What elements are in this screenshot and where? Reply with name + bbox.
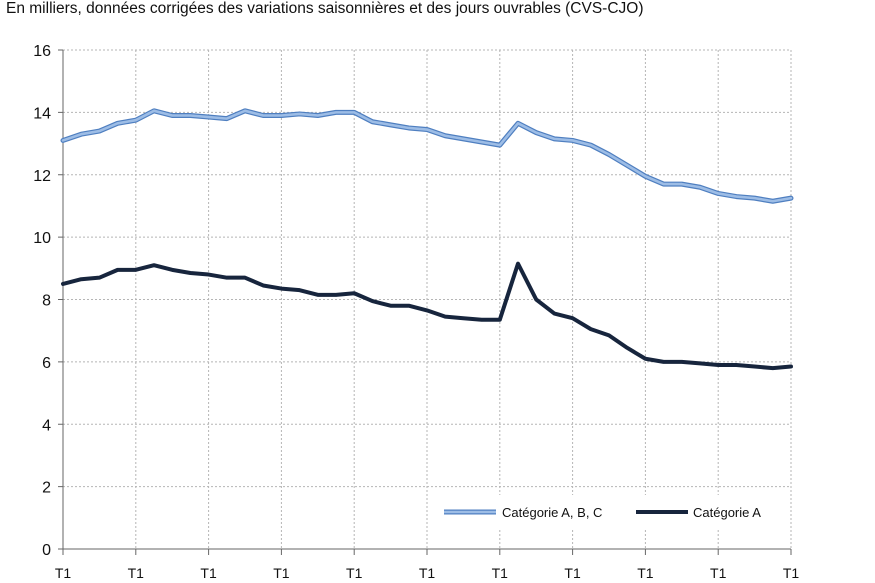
y-tick-label: 12 [33,168,51,185]
series-lines [60,108,794,371]
x-tick-label: T1 [55,565,72,581]
y-tick-label: 2 [42,480,51,497]
grid-lines [63,49,792,549]
x-tick-label: T1 [346,565,363,581]
chart-subtitle: En milliers, données corrigées des varia… [6,0,644,17]
x-axis-ticks: T1 T1 T1 T1 T1 T1 T1 T1 T1 T1 T1 [55,549,800,581]
y-tick-label: 10 [33,230,51,247]
y-tick-label: 16 [33,43,51,60]
axes [62,50,791,550]
y-tick-label: 6 [42,355,51,372]
x-tick-label: T1 [783,565,800,581]
legend: Catégorie A, B, C Catégorie A [432,495,782,529]
y-tick-label: 4 [42,417,51,434]
x-tick-label: T1 [564,565,581,581]
x-tick-label: T1 [200,565,217,581]
x-tick-label: T1 [419,565,436,581]
legend-label-abc: Catégorie A, B, C [502,505,602,520]
x-tick-label: T1 [710,565,727,581]
y-tick-label: 14 [33,105,51,122]
x-tick-label: T1 [128,565,145,581]
x-tick-label: T1 [492,565,509,581]
x-tick-label: T1 [273,565,290,581]
series-line-categorie-a [61,261,793,371]
y-axis-ticks: 0 2 4 6 8 10 12 14 16 [33,43,63,559]
x-tick-label: T1 [637,565,654,581]
series-line-categorie-abc [61,109,793,203]
legend-label-a: Catégorie A [693,505,761,520]
y-tick-label: 0 [42,542,51,559]
y-tick-label: 8 [42,293,51,310]
